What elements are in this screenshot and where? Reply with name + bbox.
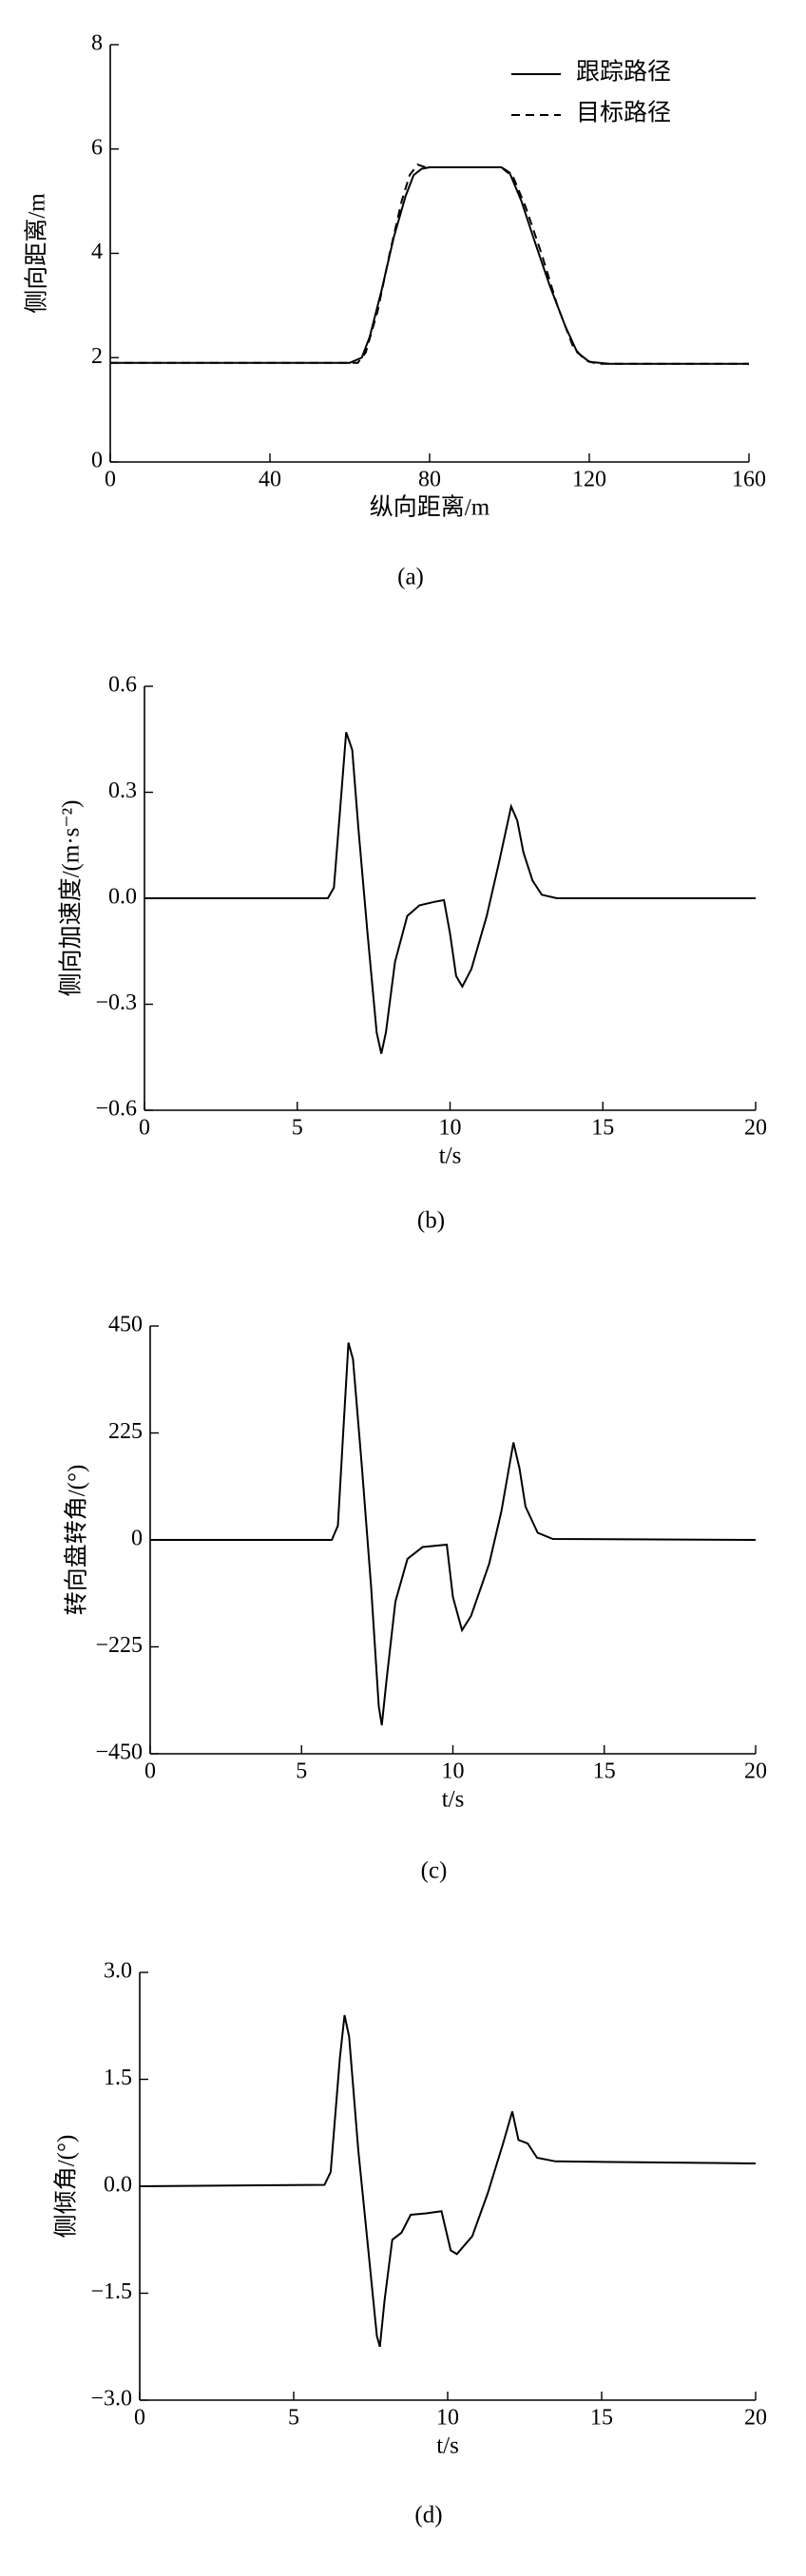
data-line — [110, 163, 749, 365]
y-tick-label: −0.3 — [95, 990, 137, 1015]
y-tick-label: −3.0 — [90, 2387, 132, 2412]
x-tick-label: 80 — [418, 468, 441, 492]
x-tick-label: 160 — [732, 468, 766, 492]
x-axis-label: t/s — [439, 1144, 462, 1169]
y-tick-label: 0.0 — [108, 885, 137, 910]
y-tick-label: 8 — [91, 31, 103, 56]
y-axis-label: 转向盘转角/(°) — [64, 1465, 90, 1616]
x-tick-label: 5 — [288, 2406, 299, 2431]
y-tick-label: 6 — [91, 135, 103, 160]
data-line — [150, 1342, 757, 1726]
data-line — [110, 166, 749, 365]
x-tick-label: 15 — [590, 2406, 613, 2431]
x-tick-label: 0 — [139, 1116, 150, 1141]
x-axis-label: t/s — [436, 2433, 459, 2459]
legend-label: 跟踪路径 — [576, 59, 671, 86]
x-tick-label: 0 — [105, 468, 116, 492]
y-tick-label: −0.6 — [95, 1097, 137, 1122]
x-tick-label: 15 — [591, 1116, 614, 1141]
y-tick-label: −225 — [95, 1633, 143, 1658]
y-tick-label: −450 — [95, 1740, 143, 1765]
x-tick-label: 120 — [572, 468, 606, 492]
x-tick-label: 5 — [292, 1116, 303, 1141]
x-tick-label: 20 — [744, 1759, 767, 1784]
y-tick-label: 1.5 — [104, 2066, 132, 2090]
x-tick-label: 10 — [442, 1759, 465, 1784]
legend-label: 目标路径 — [576, 100, 671, 126]
x-tick-label: 0 — [134, 2406, 145, 2431]
y-tick-label: 0 — [91, 449, 103, 473]
x-tick-label: 5 — [296, 1759, 307, 1784]
y-tick-label: 450 — [108, 1313, 143, 1337]
y-axis-label: 侧向加速度/(m·s⁻²) — [58, 800, 85, 997]
x-tick-label: 0 — [144, 1759, 156, 1784]
x-tick-label: 15 — [593, 1759, 616, 1784]
caption: (b) — [417, 1208, 445, 1234]
y-tick-label: 4 — [91, 240, 103, 264]
x-axis-label: t/s — [442, 1787, 465, 1813]
y-axis-label: 侧向距离/m — [24, 193, 50, 314]
caption: (c) — [421, 1858, 448, 1884]
y-tick-label: 225 — [108, 1419, 143, 1444]
y-tick-label: 3.0 — [104, 1959, 132, 1984]
x-tick-label: 40 — [259, 468, 281, 492]
x-tick-label: 20 — [744, 2406, 767, 2431]
data-line — [144, 731, 756, 1054]
y-tick-label: −1.5 — [90, 2279, 132, 2304]
x-tick-label: 10 — [436, 2406, 459, 2431]
y-tick-label: 0.3 — [108, 779, 137, 803]
y-tick-label: 0.6 — [108, 673, 137, 698]
caption: (d) — [414, 2503, 442, 2528]
y-tick-label: 0 — [131, 1527, 143, 1551]
data-line — [139, 2014, 757, 2348]
caption: (a) — [397, 565, 424, 590]
y-tick-label: 0.0 — [104, 2173, 132, 2198]
y-tick-label: 2 — [91, 344, 103, 369]
x-tick-label: 20 — [744, 1116, 767, 1141]
x-tick-label: 10 — [439, 1116, 462, 1141]
x-axis-label: 纵向距离/m — [370, 494, 490, 521]
y-axis-label: 侧倾角/(°) — [53, 2135, 80, 2239]
